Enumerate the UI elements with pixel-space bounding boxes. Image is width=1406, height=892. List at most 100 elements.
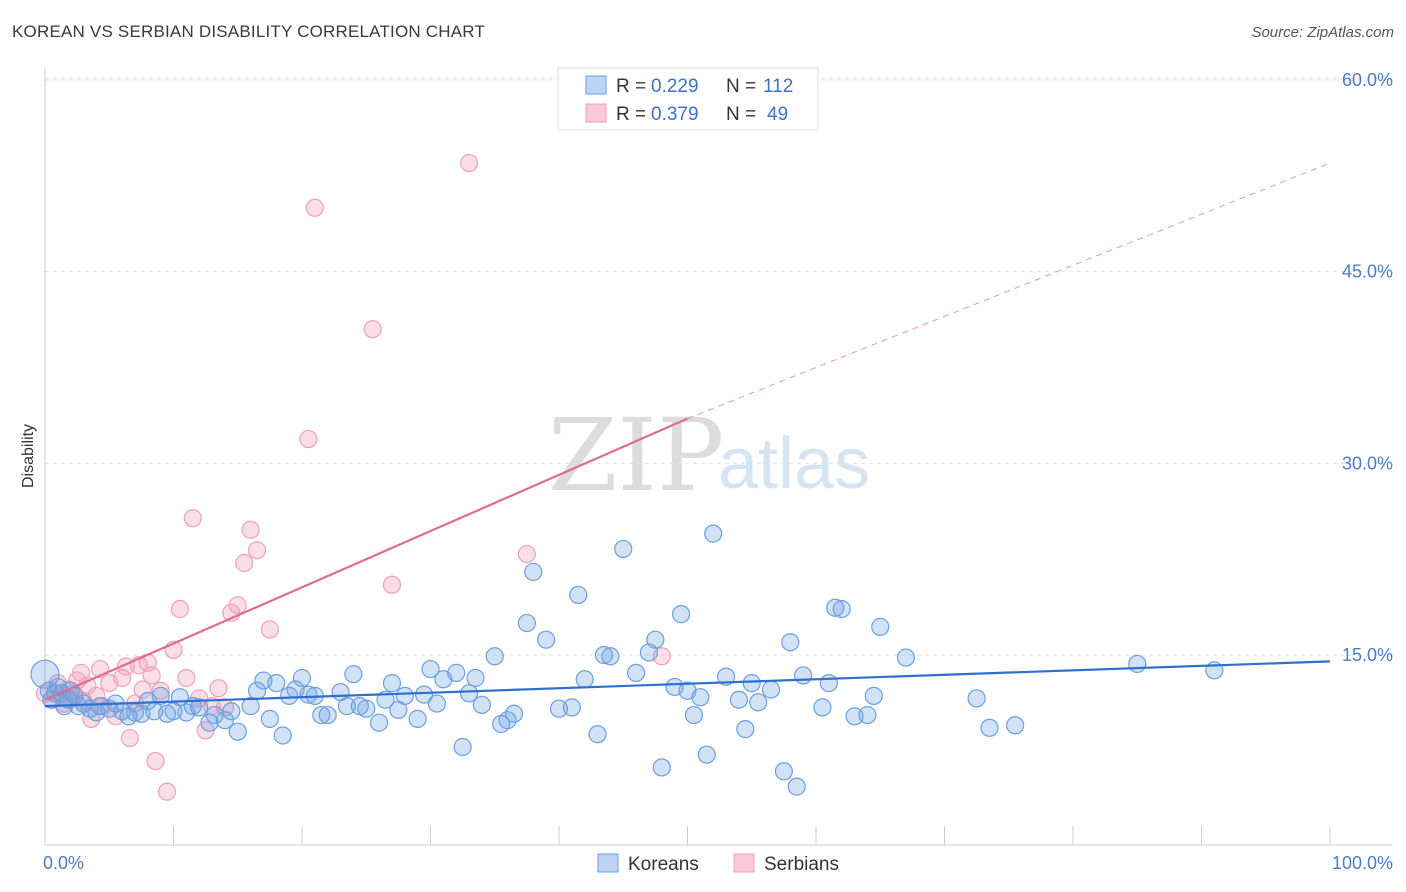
- korean-point: [190, 698, 209, 717]
- x-tick-label: 0.0%: [43, 853, 84, 873]
- korean-point: [408, 709, 427, 728]
- serbian-point: [363, 320, 382, 339]
- legend-korean-n-value: 112: [763, 76, 793, 97]
- korean-point: [794, 666, 813, 685]
- korean-point: [774, 762, 793, 781]
- serbian-point: [459, 153, 479, 173]
- korean-point: [691, 688, 710, 707]
- watermark-atlas: atlas: [718, 424, 870, 504]
- korean-point: [312, 705, 331, 725]
- serbian-point: [382, 575, 402, 594]
- serbian-point: [177, 668, 196, 688]
- korean-point: [273, 726, 292, 745]
- korean-point: [588, 725, 607, 744]
- y-axis-label: Disability: [20, 424, 37, 488]
- legend-serbian-r-value: 0.379: [651, 104, 699, 125]
- serbian-point: [235, 553, 254, 573]
- legend-serbian-r-label: R =: [616, 104, 646, 125]
- korean-point: [749, 693, 768, 712]
- korean-point: [575, 670, 594, 689]
- korean-point: [858, 705, 877, 725]
- korean-point: [299, 685, 318, 704]
- top-legend: R = 0.229 N = 112 R = 0.379 N = 49: [557, 67, 819, 131]
- serbian-point: [146, 751, 165, 771]
- serbian-trend-extension: [687, 162, 1331, 420]
- korean-point: [761, 680, 781, 699]
- korean-point: [704, 524, 723, 543]
- korean-point: [787, 777, 806, 796]
- y-tick-label: 30.0%: [1342, 453, 1393, 473]
- korean-point: [1128, 654, 1147, 674]
- serbian-point: [299, 429, 318, 449]
- bottom-legend-serbian-swatch: [733, 853, 755, 873]
- korean-point: [151, 686, 170, 705]
- korean-point: [697, 745, 716, 764]
- korean-point: [357, 699, 376, 718]
- korean-point: [871, 617, 890, 636]
- korean-point: [594, 645, 614, 665]
- korean-point: [382, 674, 402, 693]
- korean-point: [447, 663, 466, 682]
- trend-lines: [44, 162, 1331, 708]
- korean-point: [453, 737, 472, 757]
- serbian-point: [305, 198, 324, 217]
- bottom-legend-korean-label: Koreans: [628, 854, 699, 875]
- serbian-point: [228, 596, 247, 615]
- korean-trend-line: [44, 660, 1331, 708]
- x-tick-label: 100.0%: [1332, 853, 1393, 873]
- korean-point: [1006, 716, 1025, 735]
- legend-korean-r-value: 0.229: [651, 76, 699, 97]
- korean-point: [819, 674, 838, 693]
- legend-korean-n-label: N =: [726, 76, 756, 97]
- korean-point: [652, 758, 671, 777]
- serbian-point: [241, 520, 260, 539]
- korean-point: [370, 713, 389, 732]
- korean-point: [537, 630, 556, 649]
- serbian-point: [170, 599, 190, 619]
- korean-point: [684, 705, 704, 725]
- bottom-legend-serbian-label: Serbians: [764, 854, 839, 875]
- legend-serbian-swatch: [585, 103, 607, 123]
- korean-point: [742, 674, 761, 693]
- korean-point: [344, 665, 363, 684]
- legend-serbian-n-label: N =: [726, 104, 756, 125]
- korean-point: [562, 698, 581, 717]
- korean-point: [614, 539, 633, 559]
- serbian-point: [247, 541, 267, 560]
- legend-korean-r-label: R =: [616, 76, 646, 97]
- korean-point: [241, 697, 260, 716]
- korean-point: [337, 697, 357, 716]
- korean-point: [896, 648, 916, 667]
- korean-point: [813, 698, 832, 717]
- korean-point: [504, 704, 524, 723]
- serbian-point: [151, 681, 170, 700]
- korean-point: [466, 668, 485, 688]
- x-tick-labels: 0.0% 100.0%: [43, 853, 1393, 873]
- korean-point: [472, 695, 491, 714]
- korean-point: [671, 605, 691, 624]
- serbian-point: [112, 668, 132, 688]
- korean-point: [864, 686, 883, 705]
- korean-point: [421, 659, 440, 679]
- serbian-point: [183, 509, 202, 528]
- korean-point: [485, 647, 504, 666]
- korean-point: [967, 689, 986, 708]
- korean-point: [832, 599, 851, 619]
- korean-point: [980, 718, 999, 737]
- korean-point: [716, 667, 736, 686]
- serbian-point: [157, 782, 177, 801]
- serbian-point: [260, 620, 279, 639]
- bottom-legend-korean-swatch: [597, 853, 619, 873]
- bottom-legend: Koreans Serbians: [597, 853, 839, 875]
- korean-point: [646, 630, 665, 649]
- korean-point: [601, 647, 620, 666]
- legend-serbian-n-value: 49: [767, 104, 788, 125]
- serbian-trend-line: [44, 417, 688, 701]
- legend-korean-swatch: [585, 75, 607, 95]
- y-tick-label: 60.0%: [1342, 70, 1393, 90]
- y-tick-labels: 15.0% 30.0% 45.0% 60.0%: [1342, 70, 1393, 665]
- korean-point: [395, 686, 414, 705]
- korean-point: [826, 598, 845, 617]
- source-label: Source: ZipAtlas.com: [1251, 24, 1394, 41]
